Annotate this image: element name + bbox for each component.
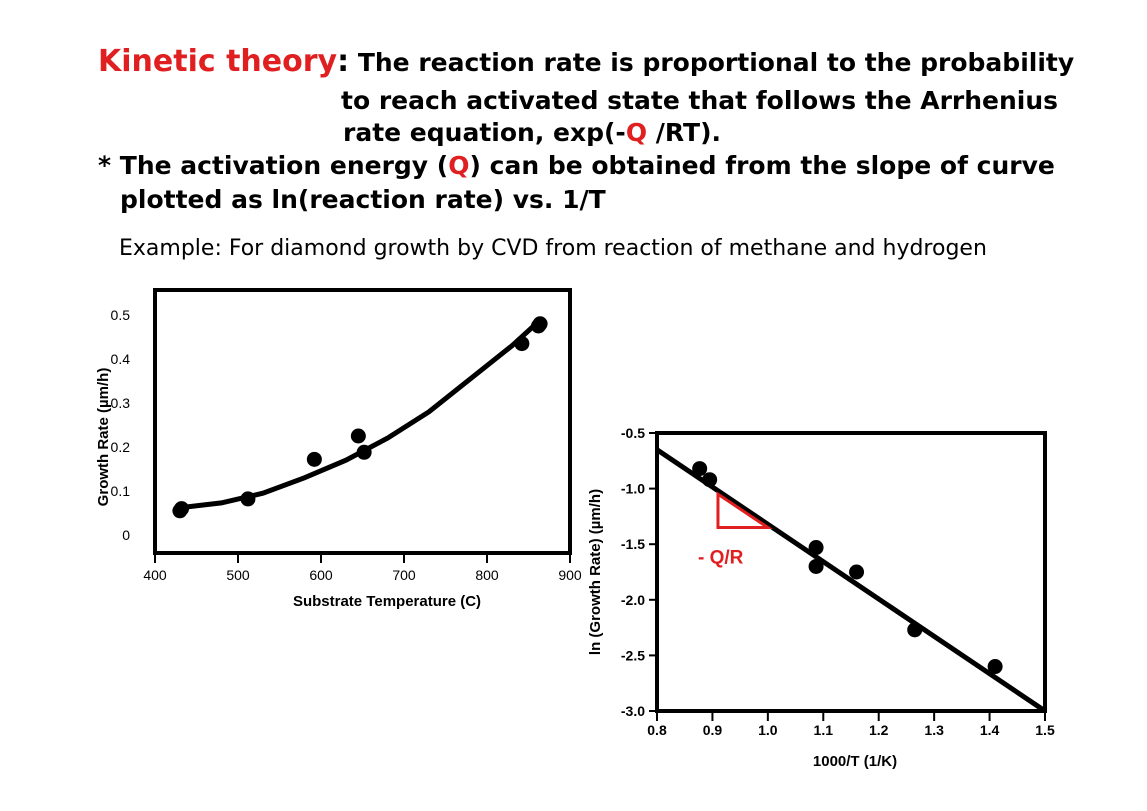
title-line3-pre: rate equation, exp(- [343, 118, 626, 147]
chart2-data-point [907, 622, 923, 638]
chart2-xtick-label: 1.4 [980, 722, 1000, 738]
chart2-xtick-label: 1.5 [1035, 722, 1055, 738]
chart1-xtick-label: 600 [309, 567, 333, 583]
chart2-xlabel: 1000/T (1/K) [813, 753, 897, 770]
chart2-data-point [692, 461, 708, 477]
chart2-xtick-label: 0.9 [703, 722, 723, 738]
title-text-line1: The reaction rate is proportional to the… [357, 48, 1075, 77]
chart2-ytick-label: -1.0 [621, 481, 645, 497]
chart1-xtick-label: 800 [475, 567, 499, 583]
chart1-ytick-label: 0.2 [111, 439, 131, 455]
bullet-q: Q [448, 151, 470, 180]
chart1-ylabel: Growth Rate (µm/h) [95, 368, 112, 507]
chart2-ytick-label: -3.0 [621, 703, 645, 719]
chart2-ytick-label: -1.5 [621, 536, 645, 552]
chart2-fit-line [655, 447, 1047, 714]
title-line1: Kinetic theory: The reaction rate is pro… [98, 44, 1074, 79]
chart2-xtick-label: 1.1 [814, 722, 834, 738]
chart1-frame [153, 288, 572, 555]
growth-rate-chart: 400 500 600 700 800 900 0 0.1 0.2 0.3 0.4 0.5 Subst… [95, 288, 582, 610]
title-line2: to reach activated state that follows th… [341, 86, 1059, 115]
bullet-line1: * The activation energy (Q) can be obtai… [98, 151, 1055, 180]
slope-triangle [716, 491, 773, 530]
chart2-ylabel: ln (Growth Rate) (µm/h) [587, 489, 604, 655]
bullet-pre: * The activation energy ( [98, 151, 449, 180]
chart2-xtick-label: 0.8 [647, 722, 667, 738]
chart1-ticks: 400 500 600 700 800 900 0 0.1 0.2 0.3 0.4 0.5 [111, 307, 582, 583]
kinetic-theory-term: Kinetic theory [98, 44, 338, 79]
chart1-xtick-label: 500 [226, 567, 250, 583]
chart2-data-point [702, 472, 718, 488]
chart2-points [692, 461, 1003, 675]
chart2-frame [655, 431, 1047, 713]
chart1-xlabel: Substrate Temperature (C) [293, 593, 481, 610]
chart2-data-point [849, 564, 865, 580]
chart2-ticks: 0.8 0.9 1.0 1.1 1.2 1.3 1.4 1.5 -0.5 -1.0 -1.5 -2.0… [621, 425, 1055, 738]
chart2-xtick-label: 1.0 [758, 722, 778, 738]
chart2-ytick-label: -2.5 [621, 647, 645, 663]
chart1-ytick-label: 0.3 [111, 395, 131, 411]
chart1-xtick-label: 700 [392, 567, 416, 583]
chart1-data-point [240, 491, 256, 507]
chart1-data-point [356, 444, 372, 460]
chart1-data-point [306, 451, 322, 467]
chart1-fit-curve [177, 316, 544, 511]
example-text: Example: For diamond growth by CVD from … [119, 236, 987, 261]
chart1-data-point [350, 428, 366, 444]
title-line3-q: Q [625, 118, 648, 147]
chart2-xtick-label: 1.3 [924, 722, 944, 738]
chart1-ytick-label: 0.4 [111, 351, 131, 367]
chart1-xtick-label: 900 [558, 567, 582, 583]
chart1-data-point [532, 316, 548, 332]
chart1-data-point [174, 501, 190, 517]
heading-colon: : [337, 44, 350, 79]
ln-growth-rate-chart: 0.8 0.9 1.0 1.1 1.2 1.3 1.4 1.5 -0.5 -1.0 -1.5 -2.0… [587, 425, 1055, 770]
chart1-ytick-label: 0.5 [111, 307, 131, 323]
chart1-data-point [514, 336, 530, 352]
slope-annotation: - Q/R [698, 548, 744, 569]
chart2-ytick-label: -2.0 [621, 592, 645, 608]
chart1-ytick-label: 0.1 [111, 483, 131, 499]
title-line3: rate equation, exp(-Q /RT). [343, 118, 721, 147]
chart2-data-point [808, 540, 824, 556]
chart2-data-point [808, 558, 824, 574]
chart1-points [172, 316, 548, 519]
chart2-xtick-label: 1.2 [869, 722, 889, 738]
chart1-ytick-label: 0 [122, 527, 130, 543]
bullet-line2: plotted as ln(reaction rate) vs. 1/T [120, 185, 606, 214]
title-line3-post: /RT). [647, 118, 722, 147]
chart2-ytick-label: -0.5 [621, 425, 645, 441]
chart2-data-point [987, 659, 1003, 675]
bullet-post: ) can be obtained from the slope of curv… [469, 151, 1055, 180]
chart1-xtick-label: 400 [143, 567, 167, 583]
